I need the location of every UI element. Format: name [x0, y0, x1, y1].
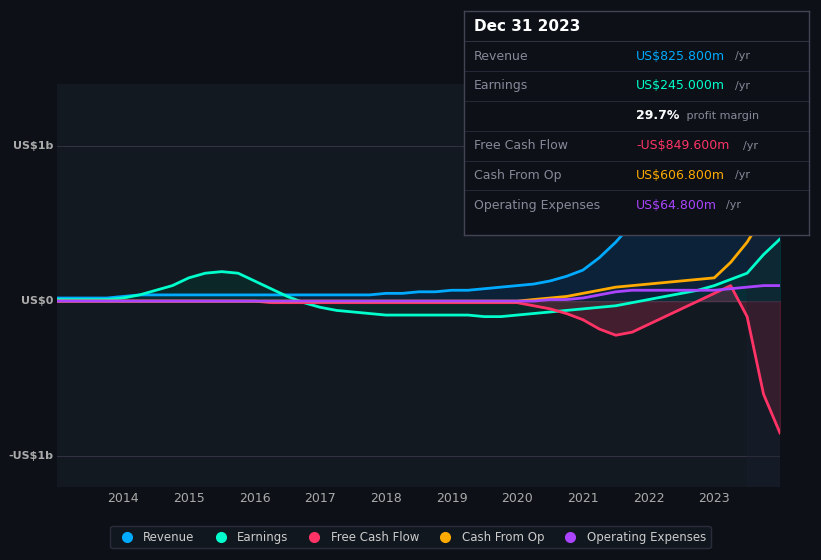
Text: Operating Expenses: Operating Expenses [475, 199, 600, 212]
Text: Earnings: Earnings [475, 80, 529, 92]
Text: US$245.000m: US$245.000m [636, 80, 725, 92]
Text: /yr: /yr [743, 141, 758, 151]
Text: Revenue: Revenue [475, 49, 529, 63]
Text: US$825.800m: US$825.800m [636, 49, 726, 63]
Text: Free Cash Flow: Free Cash Flow [475, 139, 568, 152]
Text: 29.7%: 29.7% [636, 109, 680, 122]
Text: profit margin: profit margin [683, 111, 759, 121]
Text: /yr: /yr [735, 170, 750, 180]
Text: US$1b: US$1b [13, 141, 54, 151]
Text: US$64.800m: US$64.800m [636, 199, 718, 212]
Text: /yr: /yr [726, 200, 741, 211]
Text: US$0: US$0 [21, 296, 54, 306]
Text: /yr: /yr [735, 51, 750, 61]
Text: Dec 31 2023: Dec 31 2023 [475, 18, 580, 34]
Bar [747, 84, 780, 487]
Text: /yr: /yr [735, 81, 750, 91]
Text: -US$849.600m: -US$849.600m [636, 139, 730, 152]
Text: Cash From Op: Cash From Op [475, 169, 562, 182]
Text: US$606.800m: US$606.800m [636, 169, 725, 182]
Text: -US$1b: -US$1b [9, 451, 54, 461]
Legend: Revenue, Earnings, Free Cash Flow, Cash From Op, Operating Expenses: Revenue, Earnings, Free Cash Flow, Cash … [110, 526, 711, 548]
